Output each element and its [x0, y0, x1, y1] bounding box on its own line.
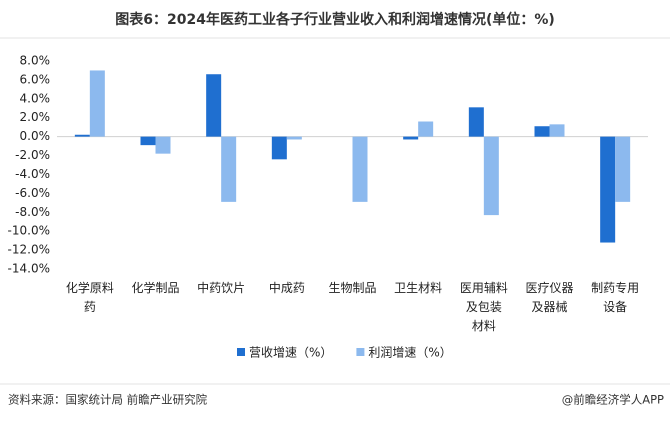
bar: [155, 136, 171, 154]
bar: [271, 136, 287, 160]
y-tick-label: -8.0%: [15, 205, 50, 219]
source: 资料来源：国家统计局 前瞻产业研究院: [8, 393, 208, 407]
chart-title: 图表6：2024年医药工业各子行业营业收入和利润增速情况(单位：%): [115, 11, 555, 28]
y-tick-label: 2.0%: [20, 110, 51, 124]
y-tick-label: -2.0%: [15, 148, 50, 162]
x-tick-label: 化学制品: [131, 280, 179, 295]
bar: [534, 126, 550, 137]
x-tick-label: 中成药: [269, 280, 305, 295]
y-tick-label: 4.0%: [20, 91, 51, 105]
bar: [286, 136, 302, 140]
x-tick-label: 制药专用设备: [591, 280, 639, 314]
legend-label: 营收增速（%）: [249, 346, 332, 360]
y-tick-label: -6.0%: [15, 186, 50, 200]
bar: [549, 124, 565, 137]
x-tick-label: 生物制品: [328, 281, 376, 295]
x-tick-label: 医用辅料及包装材料: [460, 281, 508, 333]
legend-label: 利润增速（%）: [368, 346, 451, 360]
bar: [352, 136, 368, 202]
bar: [615, 136, 631, 202]
y-tick-label: -4.0%: [15, 167, 50, 181]
bar: [74, 134, 90, 137]
y-tick-label: -14.0%: [8, 262, 50, 276]
x-tick-label: 中药饮片: [197, 280, 245, 295]
y-tick-label: 8.0%: [20, 54, 51, 68]
bar: [600, 136, 616, 243]
credit: @前瞻经济学人APP: [562, 393, 664, 407]
x-tick-label: 卫生材料: [394, 281, 442, 295]
bar: [221, 136, 237, 202]
bar: [140, 136, 156, 146]
y-tick-label: -10.0%: [8, 224, 50, 238]
bar: [89, 70, 105, 137]
x-tick-label: 化学原料药: [66, 280, 114, 314]
y-tick-label: 6.0%: [20, 72, 51, 86]
bar: [418, 121, 434, 137]
bar: [483, 136, 499, 216]
y-tick-label: 0.0%: [20, 129, 51, 143]
legend-swatch: [356, 348, 365, 356]
x-tick-label: 医疗仪器及器械: [525, 281, 573, 314]
legend-swatch: [237, 348, 245, 356]
bar: [403, 136, 419, 140]
y-tick-label: -12.0%: [8, 243, 50, 257]
bar: [468, 107, 484, 137]
bar: [206, 74, 222, 137]
